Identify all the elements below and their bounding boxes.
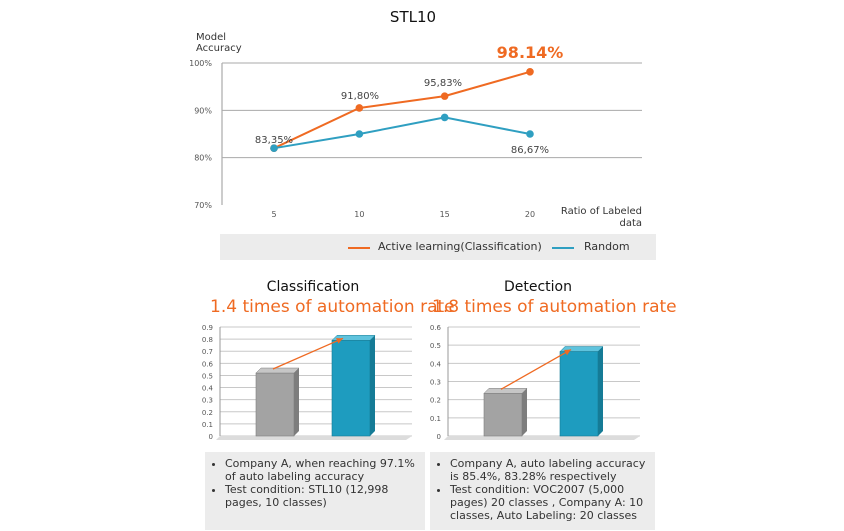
y-tick-label: 0.2 xyxy=(202,409,213,417)
growth-arrow xyxy=(500,348,572,390)
x-tick-label: 10 xyxy=(354,210,364,219)
classification-note-2: Test condition: STL10 (12,998 pages, 10 … xyxy=(225,483,425,509)
bar-after xyxy=(559,351,599,437)
line-chart-title: STL10 xyxy=(390,8,436,26)
y-tick-label: 80% xyxy=(194,154,212,163)
bar-side xyxy=(598,346,603,436)
data-label: 83,35% xyxy=(255,135,293,146)
bar-top xyxy=(483,388,528,394)
y-tick-label: 100% xyxy=(189,59,212,68)
y-tick-label: 0.1 xyxy=(430,415,441,423)
series-point-random xyxy=(526,130,534,138)
floor xyxy=(444,436,640,440)
x-axis-label-line1: Ratio of Labeled xyxy=(561,206,642,217)
classification-subtitle: 1.4 times of automation rate xyxy=(210,297,455,317)
y-tick-label: 0.4 xyxy=(430,360,442,368)
y-tick-label: 0.9 xyxy=(202,324,213,332)
x-tick-label: 5 xyxy=(271,210,276,219)
detection-bar-chart: 0 0.1 0.2 0.3 0.4 0.5 0.6 xyxy=(430,324,640,441)
y-axis-label-line1: Model xyxy=(196,32,226,43)
data-label: 91,80% xyxy=(341,91,379,102)
series-point-active xyxy=(526,68,534,76)
y-tick-label: 0.2 xyxy=(430,397,441,405)
y-tick-label: 90% xyxy=(194,106,212,115)
y-tick-label: 0.6 xyxy=(430,324,442,332)
x-axis-label-line2: data xyxy=(619,218,642,229)
y-tick-label: 0.1 xyxy=(202,421,213,429)
y-tick-label: 0.5 xyxy=(202,372,213,380)
detection-note-1: Company A, auto labeling accuracy is 85.… xyxy=(450,457,655,483)
x-tick-label: 15 xyxy=(440,210,450,219)
legend-label-active: Active learning(Classification) xyxy=(378,240,542,253)
y-tick-label: 0.3 xyxy=(202,397,213,405)
y-tick-label: 0.7 xyxy=(202,348,213,356)
classification-notes: Company A, when reaching 97.1% of auto l… xyxy=(205,452,425,530)
data-label: 86,67% xyxy=(511,145,549,156)
classification-bar-chart: 0 0.1 0.2 0.3 0.4 0.5 0.6 0.7 0.8 0.9 xyxy=(202,324,412,441)
growth-arrow-head xyxy=(336,338,343,344)
growth-arrow-head xyxy=(564,349,571,356)
x-tick-label: 20 xyxy=(525,210,535,219)
y-tick-label: 0.5 xyxy=(430,342,441,350)
growth-arrow xyxy=(272,337,344,370)
y-axis-label-line2: Accuracy xyxy=(196,43,242,54)
bar-top xyxy=(255,367,300,374)
line-chart: STL10 Model Accuracy Ratio of Labeled da… xyxy=(189,8,642,229)
y-tick-label: 70% xyxy=(194,201,212,210)
bar-side xyxy=(294,368,299,436)
series-point-random xyxy=(270,144,278,152)
bar-after xyxy=(331,340,371,437)
series-point-random xyxy=(355,130,364,138)
series-point-random xyxy=(440,113,449,122)
classification-title: Classification xyxy=(266,279,360,295)
y-tick-label: 0 xyxy=(209,433,213,441)
y-tick-label: 0.3 xyxy=(430,379,441,387)
data-label: 95,83% xyxy=(424,78,462,89)
detection-title: Detection xyxy=(503,279,572,295)
bar-before xyxy=(483,393,523,437)
data-label: 98.14% xyxy=(497,43,564,62)
floor xyxy=(216,436,412,440)
bar-side xyxy=(522,388,527,436)
series-line-random xyxy=(273,116,531,150)
y-tick-label: 0.4 xyxy=(202,385,214,393)
detection-subtitle: 1.8 times of automation rate xyxy=(432,297,677,317)
detection-note-2: Test condition: VOC2007 (5,000 pages) 20… xyxy=(450,483,655,522)
bar-before xyxy=(255,372,295,437)
classification-note-1: Company A, when reaching 97.1% of auto l… xyxy=(225,457,425,483)
bar-side xyxy=(370,335,375,436)
legend-swatch-active xyxy=(348,247,370,249)
series-point-active xyxy=(355,104,364,112)
series-line-active xyxy=(273,70,531,150)
y-tick-label: 0 xyxy=(437,433,441,441)
detection-notes: Company A, auto labeling accuracy is 85.… xyxy=(430,452,655,530)
series-point-active xyxy=(440,92,449,100)
legend-swatch-random xyxy=(552,247,574,249)
y-tick-label: 0.8 xyxy=(202,336,213,344)
y-tick-label: 0.6 xyxy=(202,360,214,368)
line-chart-legend: Active learning(Classification) Random xyxy=(220,234,656,260)
legend-label-random: Random xyxy=(584,240,630,253)
